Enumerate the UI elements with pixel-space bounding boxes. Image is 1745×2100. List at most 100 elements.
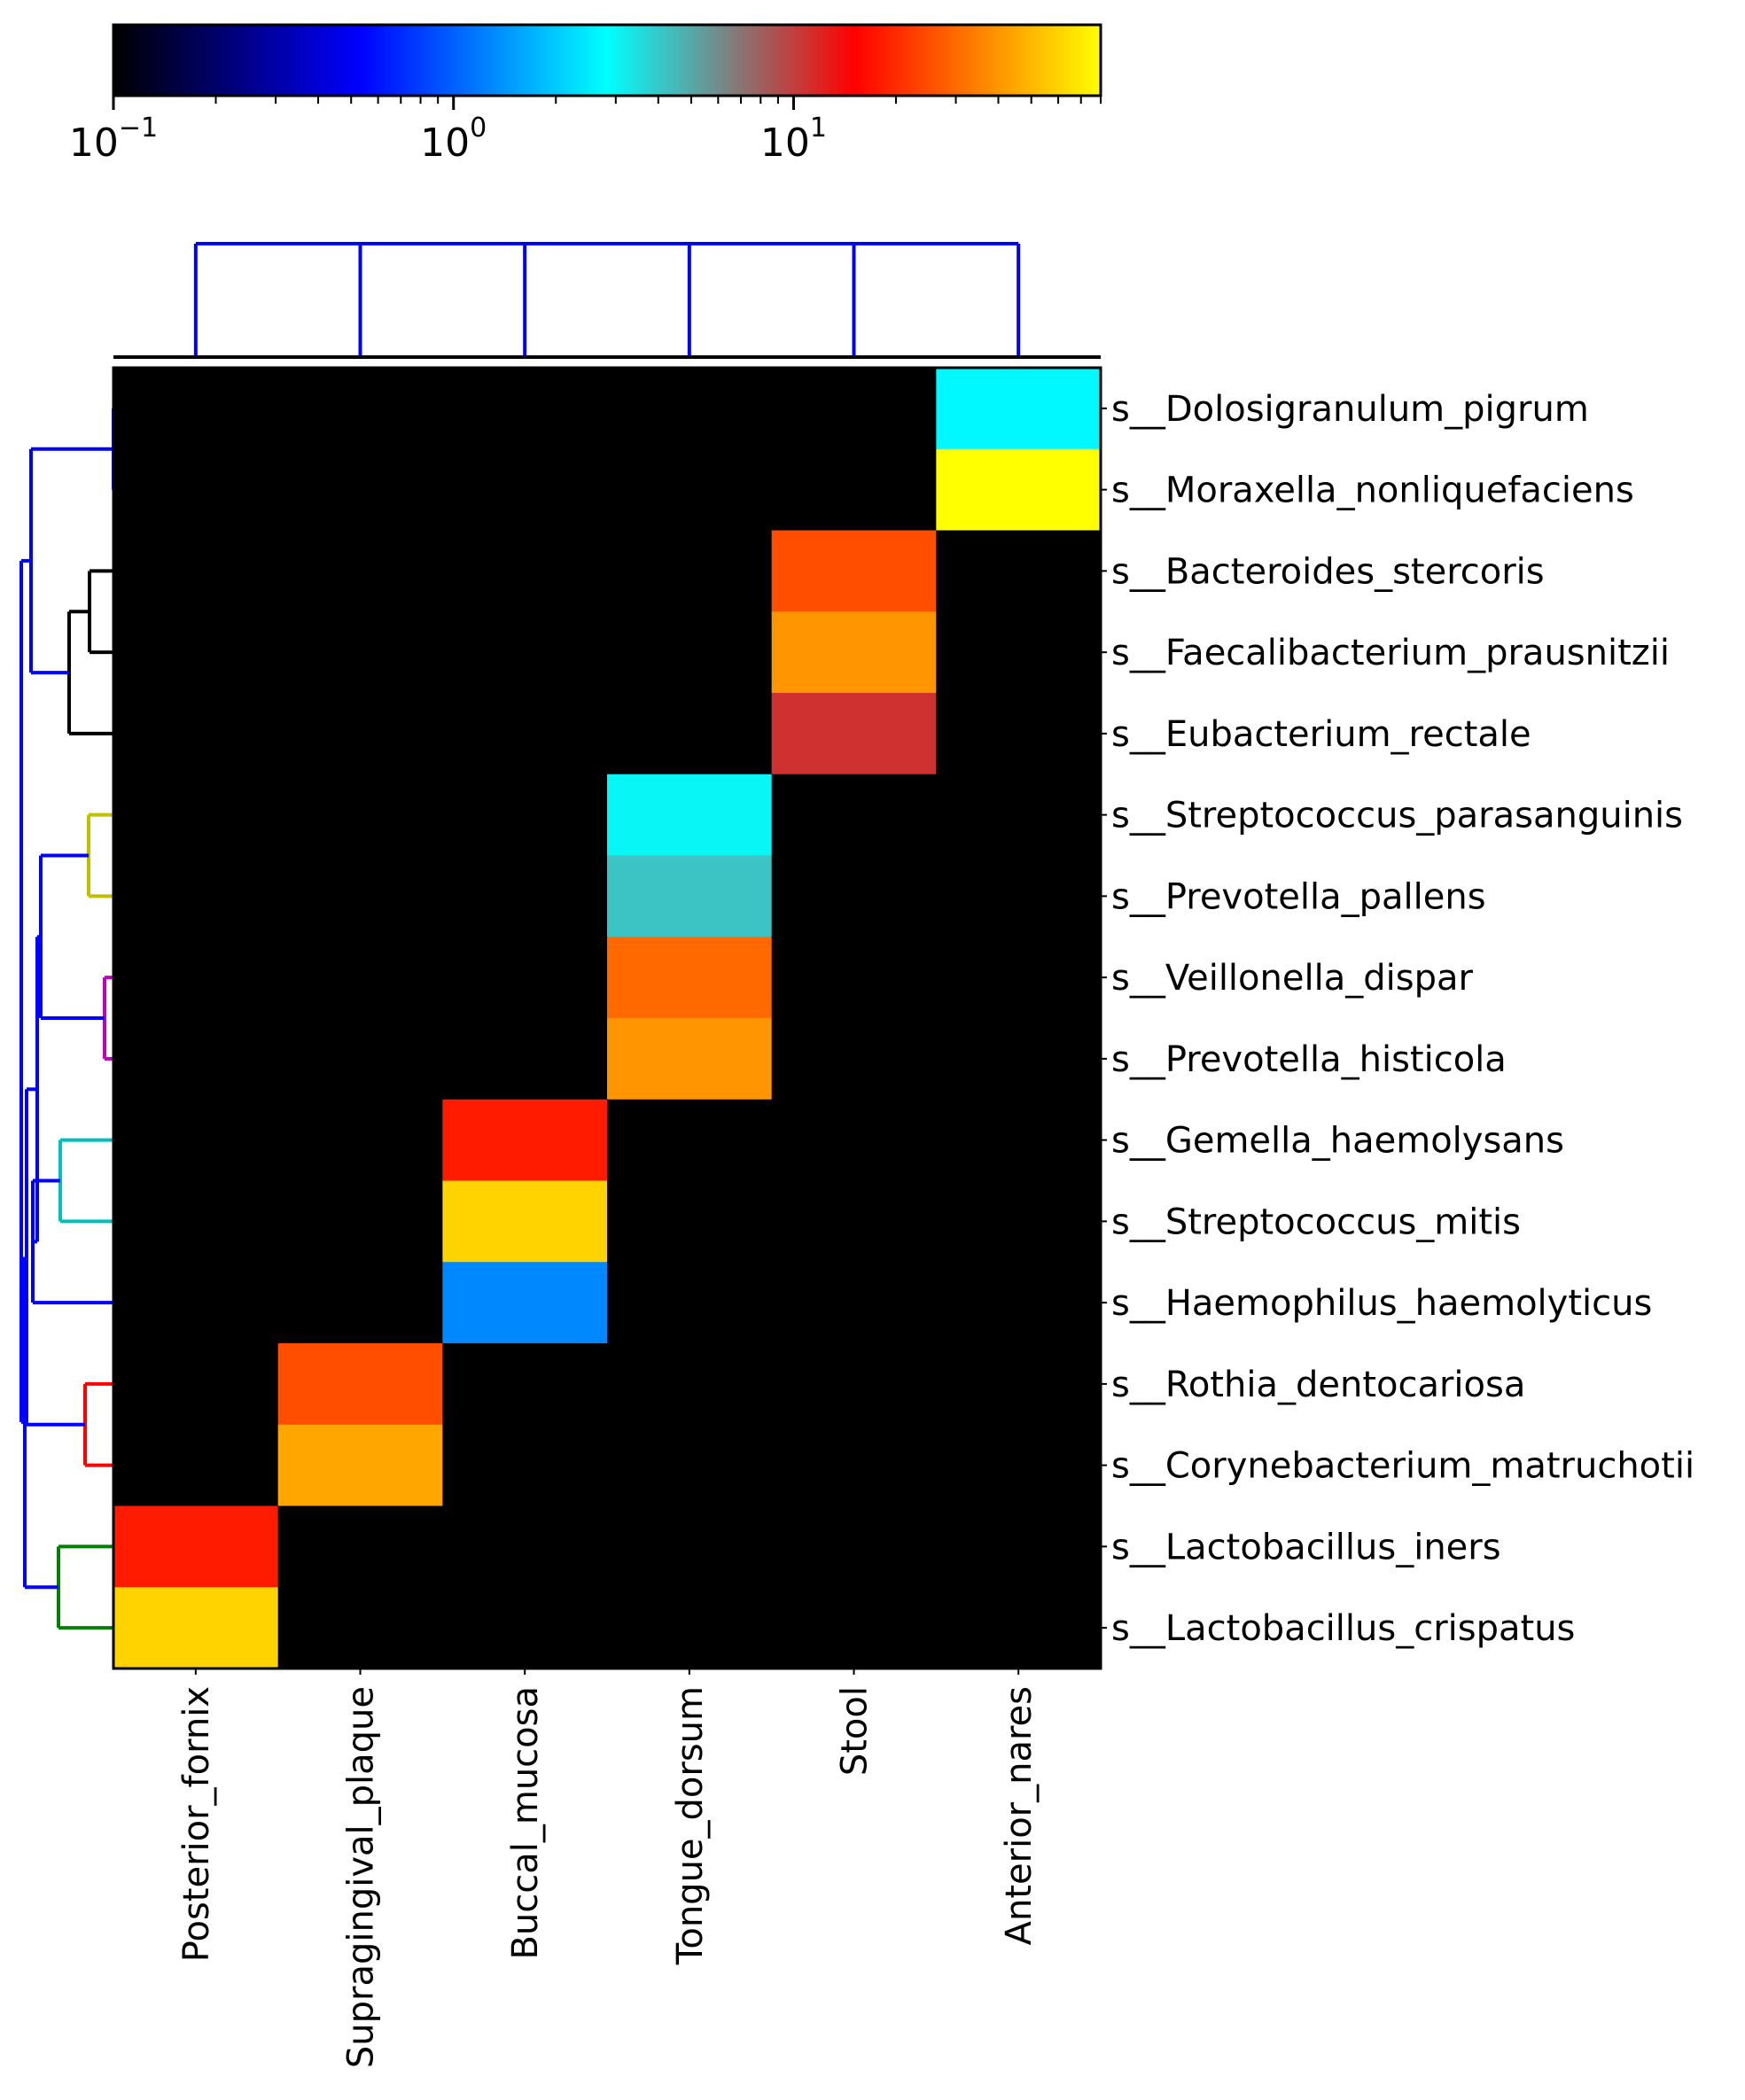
heatmap-cell (936, 855, 1102, 937)
heatmap-cell (771, 937, 937, 1019)
row-label: s__Corynebacterium_matruchotii (1111, 1446, 1694, 1487)
heatmap-cell (113, 855, 279, 937)
heatmap-cell (442, 1343, 608, 1426)
heatmap-cell (607, 1180, 773, 1263)
heatmap-cell (771, 611, 937, 694)
column-label: Buccal_mucosa (505, 1686, 546, 1960)
heatmap-cell (277, 448, 443, 532)
heatmap-cell (277, 1505, 443, 1588)
heatmap-cell (442, 1505, 608, 1588)
column-label: Anterior_nares (999, 1686, 1040, 1945)
heatmap-cell (771, 1099, 937, 1182)
heatmap-cell (936, 1587, 1102, 1669)
row-label: s__Moraxella_nonliquefaciens (1111, 471, 1634, 511)
heatmap-cell (442, 693, 608, 775)
heatmap-cell (771, 693, 937, 775)
heatmap-cell (113, 1424, 279, 1507)
row-label: s__Prevotella_pallens (1111, 876, 1486, 917)
heatmap-cell (607, 1262, 773, 1344)
colorbar-tick-base: 10 (760, 121, 810, 166)
heatmap-cell (442, 1262, 608, 1344)
heatmap-cell (607, 937, 773, 1019)
heatmap-cell (442, 368, 608, 450)
heatmap-cell (936, 1262, 1102, 1344)
column-label: Stool (835, 1686, 876, 1776)
heatmap-cell (442, 1099, 608, 1182)
heatmap-cell (113, 1018, 279, 1101)
heatmap-cell (771, 1424, 937, 1507)
colorbar-ticks: 10−1 100 101 (69, 96, 1102, 166)
heatmap-cell (113, 1099, 279, 1182)
heatmap-cell (607, 1424, 773, 1507)
heatmap-cell (277, 611, 443, 694)
heatmap-cell (277, 937, 443, 1019)
heatmap-cell (113, 1505, 279, 1588)
heatmap-cell (607, 1587, 773, 1669)
heatmap-cell (277, 1424, 443, 1507)
row-label: s__Prevotella_histicola (1111, 1039, 1507, 1080)
row-label: s__Veillonella_dispar (1111, 958, 1473, 999)
row-label: s__Streptococcus_mitis (1111, 1202, 1521, 1242)
heatmap-cell (442, 611, 608, 694)
colorbar-tick-label: 101 (760, 113, 827, 166)
heatmap-cell (771, 1343, 937, 1426)
heatmap-cell (607, 368, 773, 450)
heatmap-cell (771, 1018, 937, 1101)
heatmap-cell (936, 937, 1102, 1019)
heatmap-cell (277, 368, 443, 450)
heatmap-cell (442, 448, 608, 532)
heatmap-cell (936, 368, 1102, 450)
heatmap-cell (771, 1505, 937, 1588)
row-label: s__Faecalibacterium_prausnitzii (1111, 633, 1670, 673)
row-labels: s__Dolosigranulum_pigrum s__Moraxella_non… (1101, 389, 1694, 1649)
heatmap-cell (607, 530, 773, 612)
row-label: s__Bacteroides_stercoris (1111, 551, 1545, 592)
heatmap-cell (607, 1099, 773, 1182)
row-label: s__Lactobacillus_iners (1111, 1527, 1501, 1567)
heatmap-cell (277, 1262, 443, 1344)
colorbar-tick-exponent: −1 (119, 113, 158, 144)
column-label: Posterior_fornix (176, 1686, 217, 1962)
row-dendrogram (19, 408, 115, 1630)
column-labels: Posterior_fornix Supragingival_plaque Bucc… (176, 1668, 1040, 2068)
heatmap (113, 368, 1102, 1669)
heatmap-cell (936, 1505, 1102, 1588)
heatmap-cell (113, 448, 279, 532)
heatmap-cell (442, 774, 608, 857)
heatmap-cell (277, 855, 443, 937)
row-label: s__Eubacterium_rectale (1111, 714, 1531, 755)
heatmap-cell (113, 611, 279, 694)
heatmap-cell (771, 1587, 937, 1669)
heatmap-cell (771, 368, 937, 450)
colorbar-tick-base: 10 (69, 121, 119, 166)
heatmap-cell (936, 530, 1102, 612)
row-label: s__Rothia_dentocariosa (1111, 1365, 1525, 1405)
heatmap-cell (936, 1099, 1102, 1182)
row-label: s__Streptococcus_parasanguinis (1111, 796, 1683, 836)
heatmap-cell (607, 611, 773, 694)
heatmap-cell (277, 774, 443, 857)
heatmap-cell (936, 1180, 1102, 1263)
heatmap-cell (936, 774, 1102, 857)
colorbar-tick-exponent: 1 (810, 113, 827, 144)
row-label: s__Gemella_haemolysans (1111, 1121, 1564, 1162)
heatmap-cell (277, 1587, 443, 1669)
heatmap-cell (936, 1343, 1102, 1426)
heatmap-cell (442, 1424, 608, 1507)
heatmap-cell (607, 448, 773, 532)
heatmap-cell (113, 530, 279, 612)
heatmap-cell (442, 1018, 608, 1101)
colorbar-gradient (112, 23, 1102, 97)
column-dendrogram (113, 242, 1101, 359)
heatmap-cell (113, 368, 279, 450)
heatmap-cell (113, 937, 279, 1019)
heatmap-cell (277, 1099, 443, 1182)
heatmap-cell (771, 774, 937, 857)
heatmap-cell (442, 1587, 608, 1669)
heatmap-cell (936, 611, 1102, 694)
heatmap-cell (113, 693, 279, 775)
heatmap-cell (277, 1180, 443, 1263)
column-label: Supragingival_plaque (341, 1686, 382, 2068)
heatmap-cell (607, 1343, 773, 1426)
